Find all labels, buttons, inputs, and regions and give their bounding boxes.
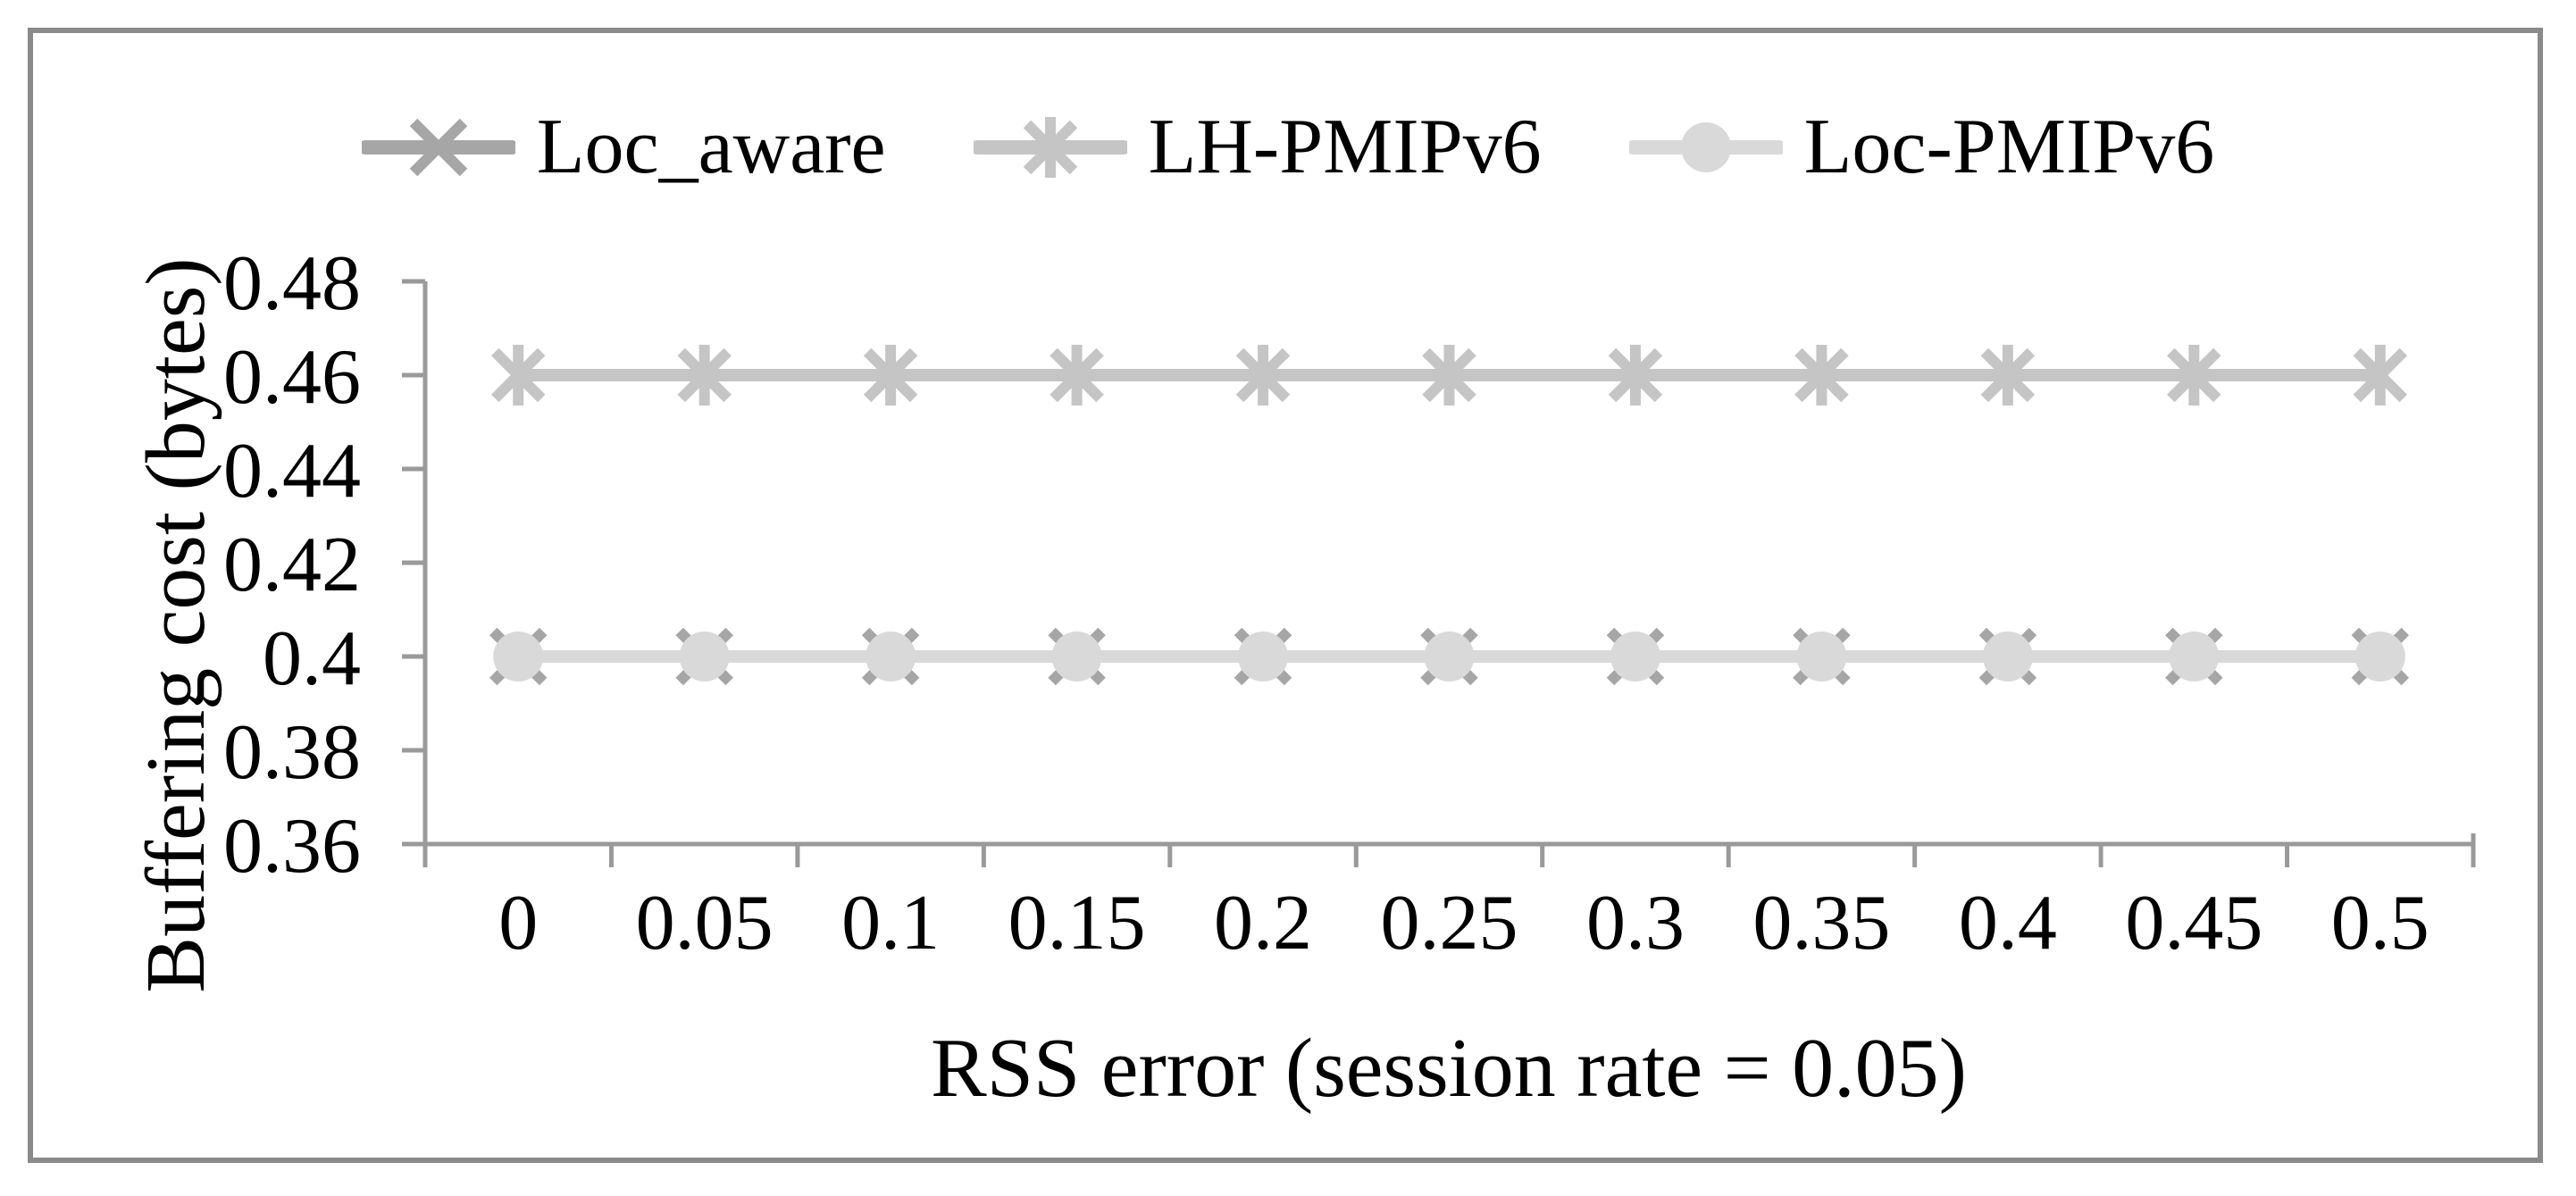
circle-marker <box>1051 631 1102 682</box>
x-tick-label: 0.3 <box>1586 880 1685 966</box>
legend-swatch-x-icon <box>361 118 515 177</box>
circle-marker <box>1610 631 1660 682</box>
x-tick-label: 0.2 <box>1214 880 1312 966</box>
legend-swatch-circle-icon <box>1628 122 1783 172</box>
circle-marker <box>2169 631 2220 682</box>
x-tick-label: 0.4 <box>1959 880 2057 966</box>
circle-marker <box>1680 122 1731 172</box>
x-tick-label: 0.1 <box>841 880 940 966</box>
y-tick-label: 0.36 <box>223 803 361 890</box>
legend-label: Loc-PMIPv6 <box>1803 104 2215 190</box>
circle-marker <box>679 631 730 682</box>
y-tick-label: 0.38 <box>223 709 361 796</box>
x-axis-title: RSS error (session rate = 0.05) <box>931 1022 1967 1115</box>
chart-frame <box>28 28 2543 1163</box>
x-tick-label: 0.35 <box>1752 880 1890 966</box>
x-tick-label: 0 <box>498 880 538 966</box>
y-tick-label: 0.4 <box>263 615 361 702</box>
circle-marker <box>2354 631 2405 682</box>
y-tick-label: 0.46 <box>223 334 361 421</box>
x-tick-label: 0.25 <box>1381 880 1518 966</box>
y-tick-label: 0.48 <box>223 240 361 327</box>
legend-label: Loc_aware <box>536 104 886 190</box>
legend-swatch-asterisk-icon <box>973 117 1127 178</box>
x-tick-label: 0.5 <box>2331 880 2430 966</box>
circle-marker <box>493 631 544 682</box>
x-tick-label: 0.45 <box>2125 880 2262 966</box>
circle-marker <box>1982 631 2033 682</box>
x-tick-label: 0.15 <box>1008 880 1146 966</box>
y-axis-title: Buffering cost (bytes) <box>130 257 222 993</box>
x-marker <box>409 118 468 177</box>
circle-marker <box>1796 631 1847 682</box>
legend-item-loc-pmipv6: Loc-PMIPv6 <box>1628 98 2215 197</box>
legend-item-loc-aware: Loc_aware <box>361 98 886 197</box>
y-tick-label: 0.44 <box>223 428 361 514</box>
x-tick-label: 0.05 <box>636 880 774 966</box>
circle-marker <box>1424 631 1475 682</box>
y-tick-label: 0.42 <box>223 522 361 608</box>
circle-marker <box>866 631 916 682</box>
legend: Loc_aware LH-PMIPv6 Loc-PMIPv6 <box>0 88 2576 207</box>
legend-item-lh-pmipv6: LH-PMIPv6 <box>973 98 1542 197</box>
legend-label: LH-PMIPv6 <box>1148 104 1542 190</box>
circle-marker <box>1238 631 1289 682</box>
